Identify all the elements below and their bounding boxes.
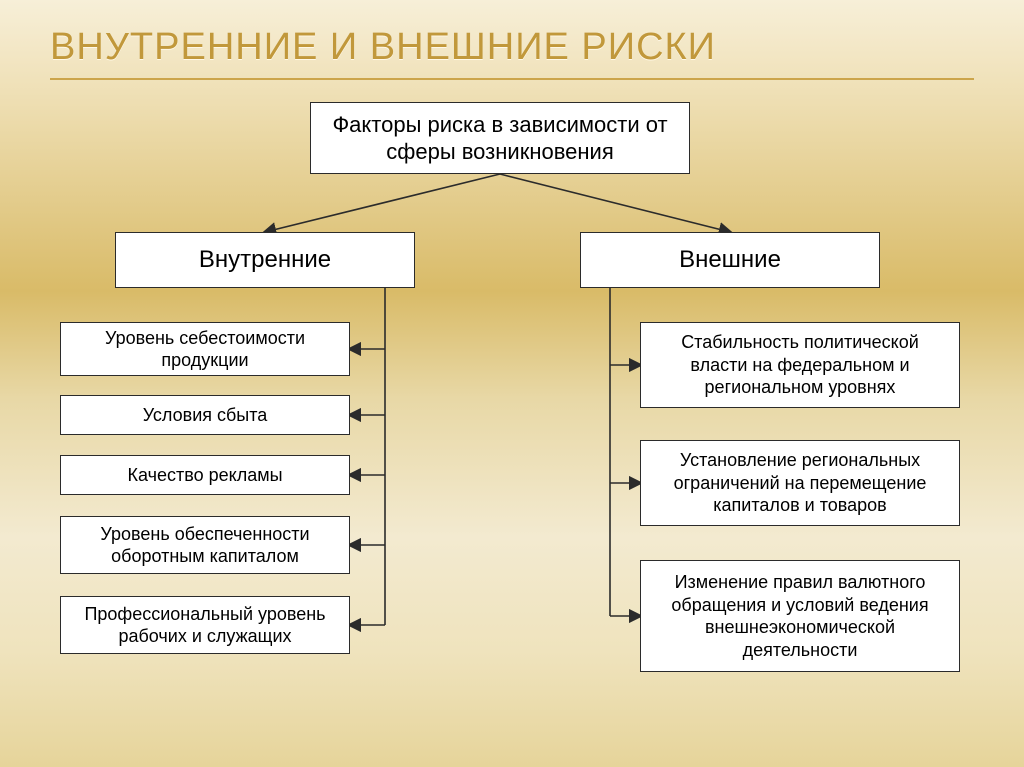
branch-node-label: Внешние [679,245,781,275]
leaf-node-label: Изменение правил валютного обращения и у… [651,571,949,661]
leaf-node-internal-3: Уровень обеспеченности оборотным капитал… [60,516,350,574]
leaf-node-external-0: Стабильность политической власти на феде… [640,322,960,408]
leaf-node-label: Установление региональных ограничений на… [651,449,949,517]
branch-node-internal: Внутренние [115,232,415,288]
leaf-node-label: Качество рекламы [127,464,282,487]
leaf-node-internal-4: Профессиональный уровень рабочих и служа… [60,596,350,654]
leaf-node-external-1: Установление региональных ограничений на… [640,440,960,526]
leaf-node-label: Условия сбыта [143,404,268,427]
leaf-node-label: Профессиональный уровень рабочих и служа… [71,603,339,648]
leaf-node-label: Уровень себестоимости продукции [71,327,339,372]
leaf-node-internal-1: Условия сбыта [60,395,350,435]
page-title: ВНУТРЕННИЕ И ВНЕШНИЕ РИСКИ [50,26,716,69]
title-underline [50,78,974,80]
root-node-label: Факторы риска в зависимости от сферы воз… [321,111,679,166]
root-node: Факторы риска в зависимости от сферы воз… [310,102,690,174]
branch-node-external: Внешние [580,232,880,288]
branch-node-label: Внутренние [199,245,331,275]
leaf-node-internal-2: Качество рекламы [60,455,350,495]
leaf-node-label: Уровень обеспеченности оборотным капитал… [71,523,339,568]
leaf-node-label: Стабильность политической власти на феде… [651,331,949,399]
leaf-node-internal-0: Уровень себестоимости продукции [60,322,350,376]
leaf-node-external-2: Изменение правил валютного обращения и у… [640,560,960,672]
